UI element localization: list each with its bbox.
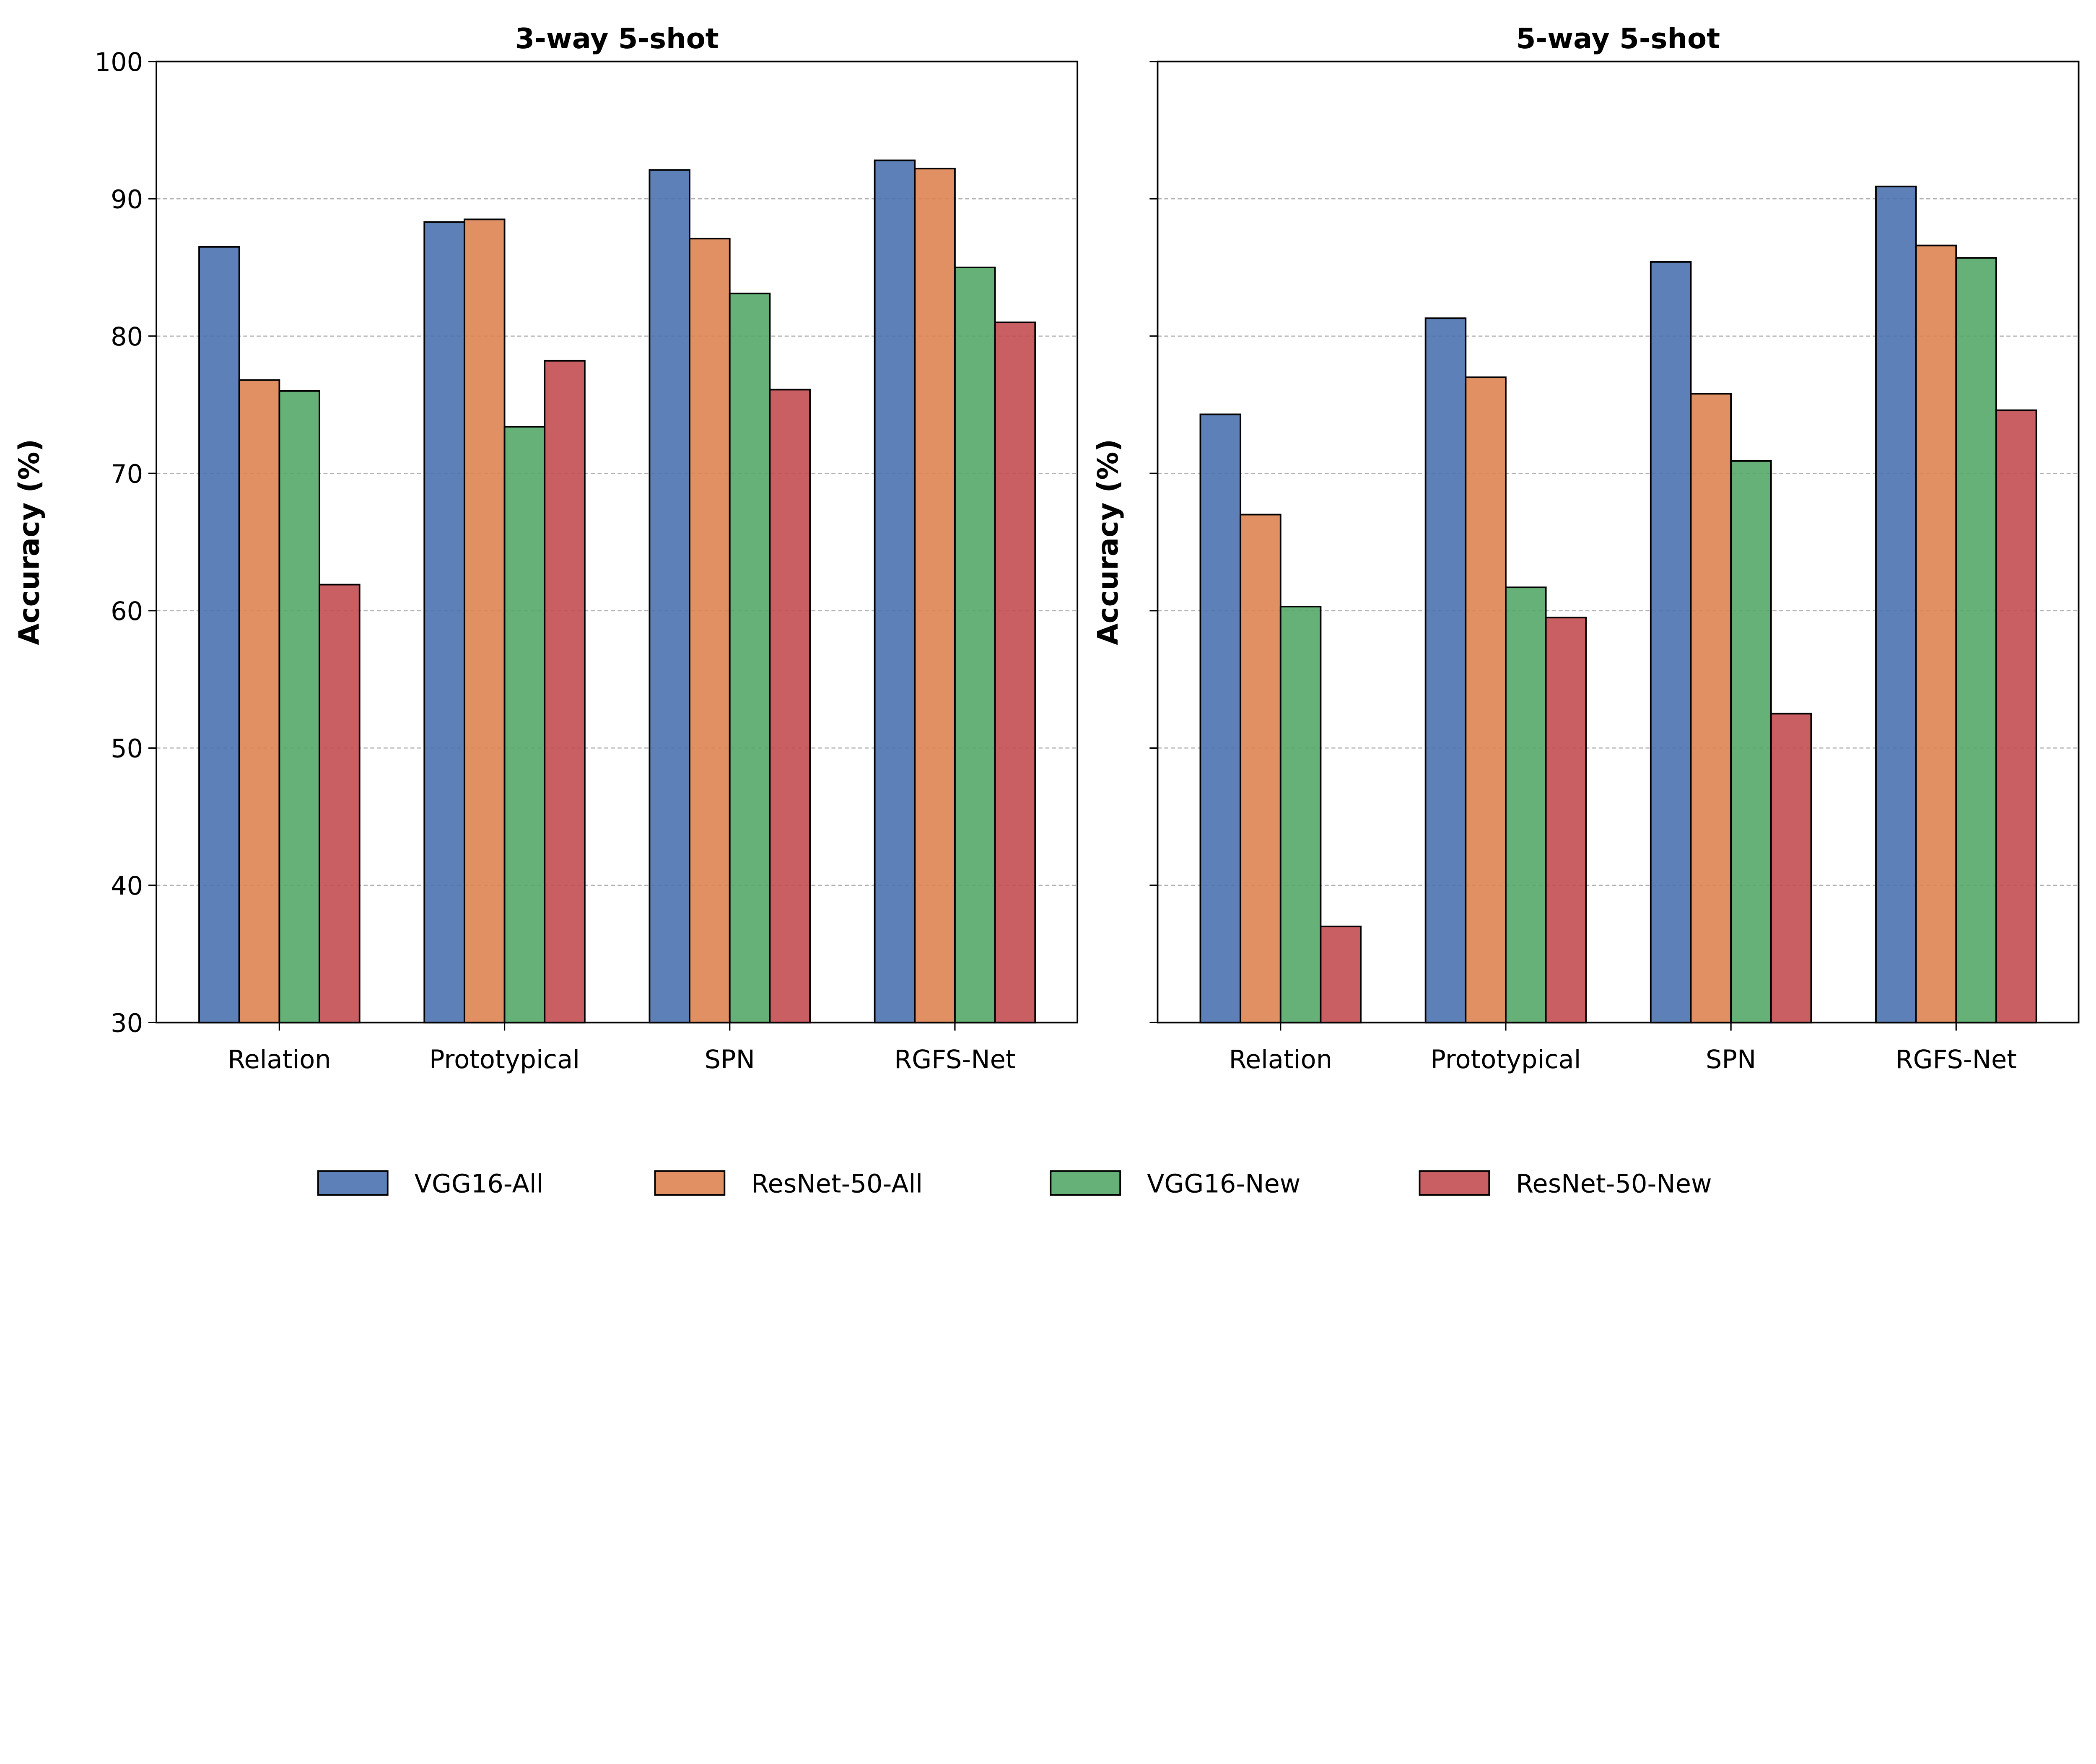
axes-frame	[156, 60, 1079, 1024]
axes-frame	[1157, 60, 2080, 1024]
chart-panel-2: Relation Prototypical SPN RGFS-Net 5-way 5-s…	[1092, 22, 2080, 1074]
bar-resnet-50-all-rgfs-net	[914, 168, 956, 1024]
legend-swatch	[654, 1170, 726, 1196]
bar-vgg16-all-prototypical	[1424, 317, 1467, 1024]
y-axis-label: Accuracy (%)	[13, 439, 45, 645]
bar-vgg16-new-relation	[1279, 606, 1322, 1024]
x-tick-label: SPN	[1706, 1045, 1756, 1074]
bar-resnet-50-new-spn	[1770, 713, 1812, 1024]
y-tick-label: 70	[111, 460, 143, 489]
y-tick-label: 90	[111, 185, 143, 215]
x-tick-label: Relation	[228, 1045, 331, 1074]
bar-resnet-50-all-spn	[1690, 393, 1732, 1024]
legend-label: VGG16-All	[415, 1169, 544, 1198]
bar-resnet-50-new-prototypical	[1545, 617, 1587, 1024]
bar-vgg16-all-prototypical	[423, 221, 465, 1024]
bar-vgg16-all-rgfs-net	[1875, 185, 1917, 1024]
legend-label: VGG16-New	[1147, 1169, 1300, 1198]
figure: 30 40 50 60 70 80 90 100 Relation Prototypical SPN…	[13, 22, 2080, 1198]
bar-vgg16-all-rgfs-net	[874, 159, 916, 1024]
bar-vgg16-new-prototypical	[503, 426, 546, 1024]
bar-vgg16-new-rgfs-net	[954, 267, 996, 1024]
bar-resnet-50-all-rgfs-net	[1915, 244, 1957, 1024]
bar-vgg16-new-prototypical	[1505, 586, 1547, 1024]
legend-label: ResNet-50-All	[751, 1169, 923, 1198]
bar-resnet-50-new-rgfs-net	[1995, 409, 2037, 1024]
legend-swatch	[1419, 1170, 1490, 1196]
x-tick-label: SPN	[705, 1045, 755, 1074]
x-tick-label: Prototypical	[1430, 1045, 1581, 1074]
y-tick-label: 60	[111, 597, 143, 626]
bar-vgg16-all-relation	[1199, 413, 1242, 1024]
legend-swatch	[317, 1170, 389, 1196]
legend-swatch	[1050, 1170, 1121, 1196]
bar-resnet-50-all-prototypical	[1465, 376, 1507, 1024]
bar-resnet-50-all-spn	[689, 238, 731, 1024]
y-tick-label: 100	[95, 48, 143, 77]
y-tick-label: 40	[111, 872, 143, 901]
legend-label: ResNet-50-New	[1516, 1169, 1712, 1198]
y-tick-label: 30	[111, 1009, 143, 1038]
bar-vgg16-new-spn	[1730, 460, 1772, 1024]
bar-vgg16-new-relation	[278, 390, 320, 1024]
bar-vgg16-all-spn	[649, 169, 690, 1024]
x-tick-label: RGFS-Net	[894, 1045, 1015, 1074]
legend: VGG16-All ResNet-50-All VGG16-New ResNet-50…	[317, 1169, 1712, 1198]
bar-vgg16-new-rgfs-net	[1955, 257, 1997, 1024]
bar-resnet-50-new-prototypical	[544, 360, 586, 1024]
bar-vgg16-all-relation	[198, 246, 240, 1024]
bar-resnet-50-all-relation	[238, 379, 280, 1024]
y-axis-label: Accuracy (%)	[1092, 439, 1124, 645]
bar-resnet-50-new-relation	[1320, 926, 1362, 1024]
bar-resnet-50-new-rgfs-net	[994, 322, 1036, 1024]
bar-resnet-50-new-relation	[319, 584, 361, 1024]
x-tick-label: Relation	[1229, 1045, 1332, 1074]
x-tick-label: RGFS-Net	[1896, 1045, 2017, 1074]
bar-vgg16-new-spn	[729, 293, 771, 1024]
bar-resnet-50-all-relation	[1240, 514, 1281, 1024]
chart-title: 3-way 5-shot	[515, 22, 719, 55]
chart-title: 5-way 5-shot	[1516, 22, 1720, 55]
y-tick-label: 80	[111, 322, 143, 352]
x-tick-label: Prototypical	[429, 1045, 580, 1074]
bar-resnet-50-new-spn	[769, 389, 811, 1024]
y-tick-label: 50	[111, 734, 143, 764]
chart-panel-1: 30 40 50 60 70 80 90 100 Relation Prototypical SPN…	[13, 22, 1079, 1074]
bar-vgg16-all-spn	[1650, 261, 1692, 1024]
bar-resnet-50-all-prototypical	[463, 218, 506, 1024]
